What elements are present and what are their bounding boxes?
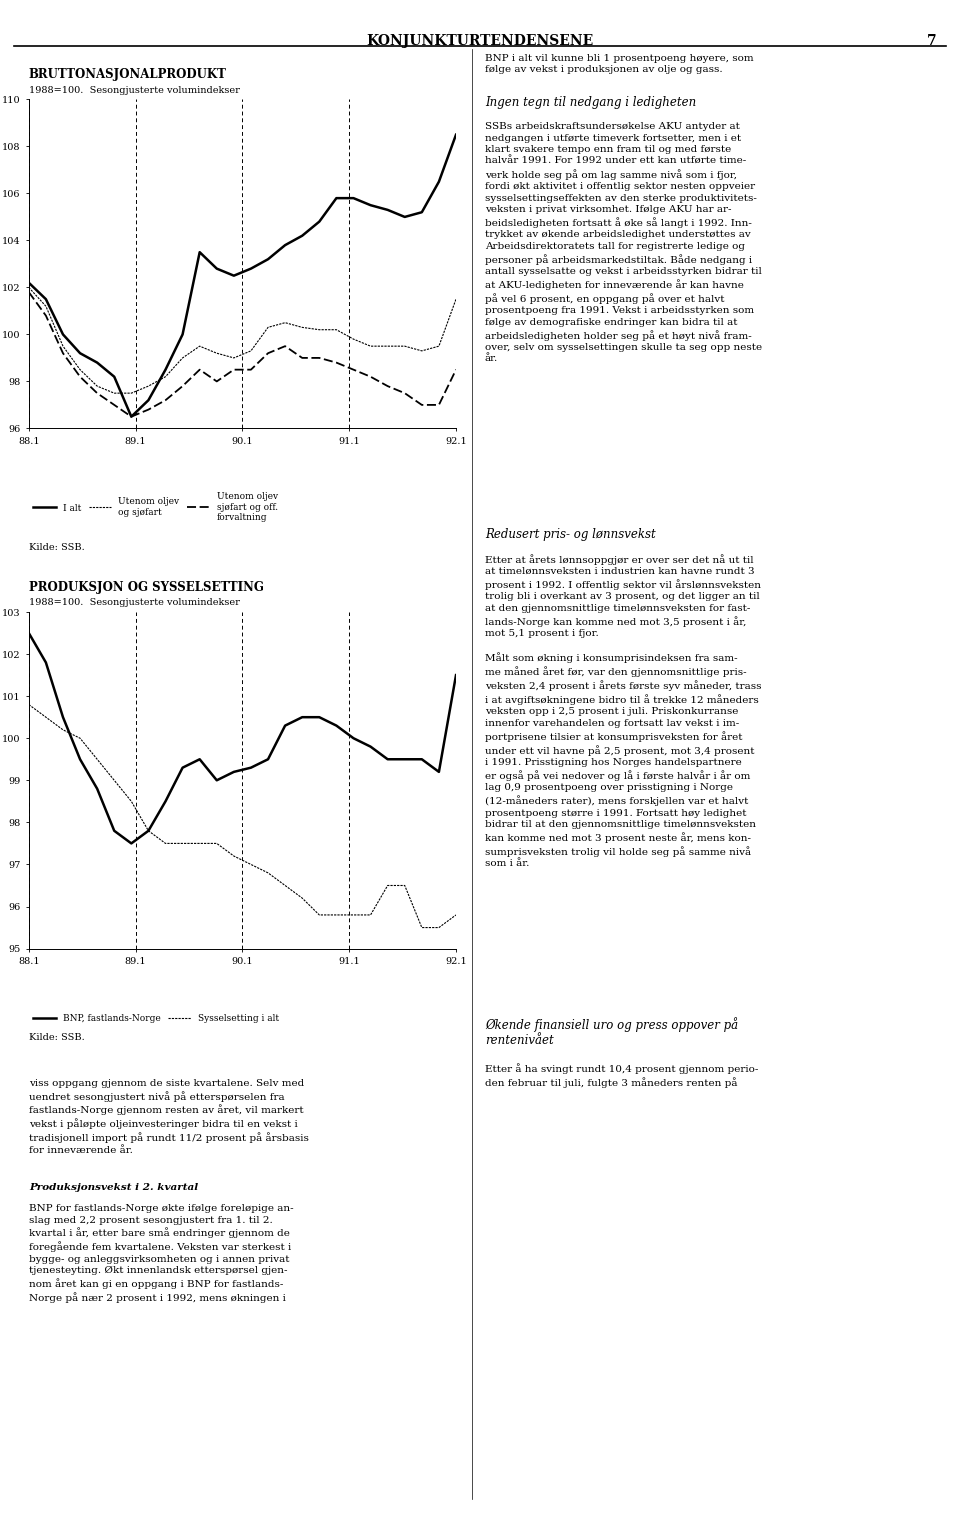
Text: SSBs arbeidskraftsundersøkelse AKU antyder at
nedgangen i utførte timeverk forts: SSBs arbeidskraftsundersøkelse AKU antyd… [485,122,762,364]
Text: Etter å ha svingt rundt 10,4 prosent gjennom perio-
den februar til juli, fulgte: Etter å ha svingt rundt 10,4 prosent gje… [485,1063,758,1088]
Text: Kilde: SSB.: Kilde: SSB. [29,543,84,552]
Text: 1988=100.  Sesongjusterte volumindekser: 1988=100. Sesongjusterte volumindekser [29,598,240,607]
Text: viss oppgang gjennom de siste kvartalene. Selv med
uendret sesongjustert nivå på: viss oppgang gjennom de siste kvartalene… [29,1079,309,1155]
Legend: I alt, Utenom oljev
og sjøfart, Utenom oljev
sjøfart og off.
forvaltning: I alt, Utenom oljev og sjøfart, Utenom o… [34,493,277,522]
Text: BRUTTONASJONALPRODUKT: BRUTTONASJONALPRODUKT [29,69,227,81]
Text: KONJUNKTURTENDENSENE: KONJUNKTURTENDENSENE [367,34,593,47]
Text: BNP i alt vil kunne bli 1 prosentpoeng høyere, som
følge av vekst i produksjonen: BNP i alt vil kunne bli 1 prosentpoeng h… [485,54,754,73]
Text: Produksjonsvekst i 2. kvartal: Produksjonsvekst i 2. kvartal [29,1183,198,1192]
Text: Etter at årets lønnsoppgjør er over ser det nå ut til
at timelønnsveksten i indu: Etter at årets lønnsoppgjør er over ser … [485,554,761,869]
Text: 7: 7 [926,34,936,47]
Text: BNP for fastlands-Norge økte ifølge foreløpige an-
slag med 2,2 prosent sesongju: BNP for fastlands-Norge økte ifølge fore… [29,1204,294,1304]
Text: PRODUKSJON OG SYSSELSETTING: PRODUKSJON OG SYSSELSETTING [29,581,264,594]
Text: 1988=100.  Sesongjusterte volumindekser: 1988=100. Sesongjusterte volumindekser [29,86,240,95]
Text: Ingen tegn til nedgang i ledigheten: Ingen tegn til nedgang i ledigheten [485,96,696,109]
Legend: BNP, fastlands-Norge, Sysselsetting i alt: BNP, fastlands-Norge, Sysselsetting i al… [34,1014,279,1022]
Text: Redusert pris- og lønnsvekst: Redusert pris- og lønnsvekst [485,528,656,540]
Text: Økende finansiell uro og press oppover på
rentenivået: Økende finansiell uro og press oppover p… [485,1017,738,1048]
Text: Kilde: SSB.: Kilde: SSB. [29,1033,84,1042]
